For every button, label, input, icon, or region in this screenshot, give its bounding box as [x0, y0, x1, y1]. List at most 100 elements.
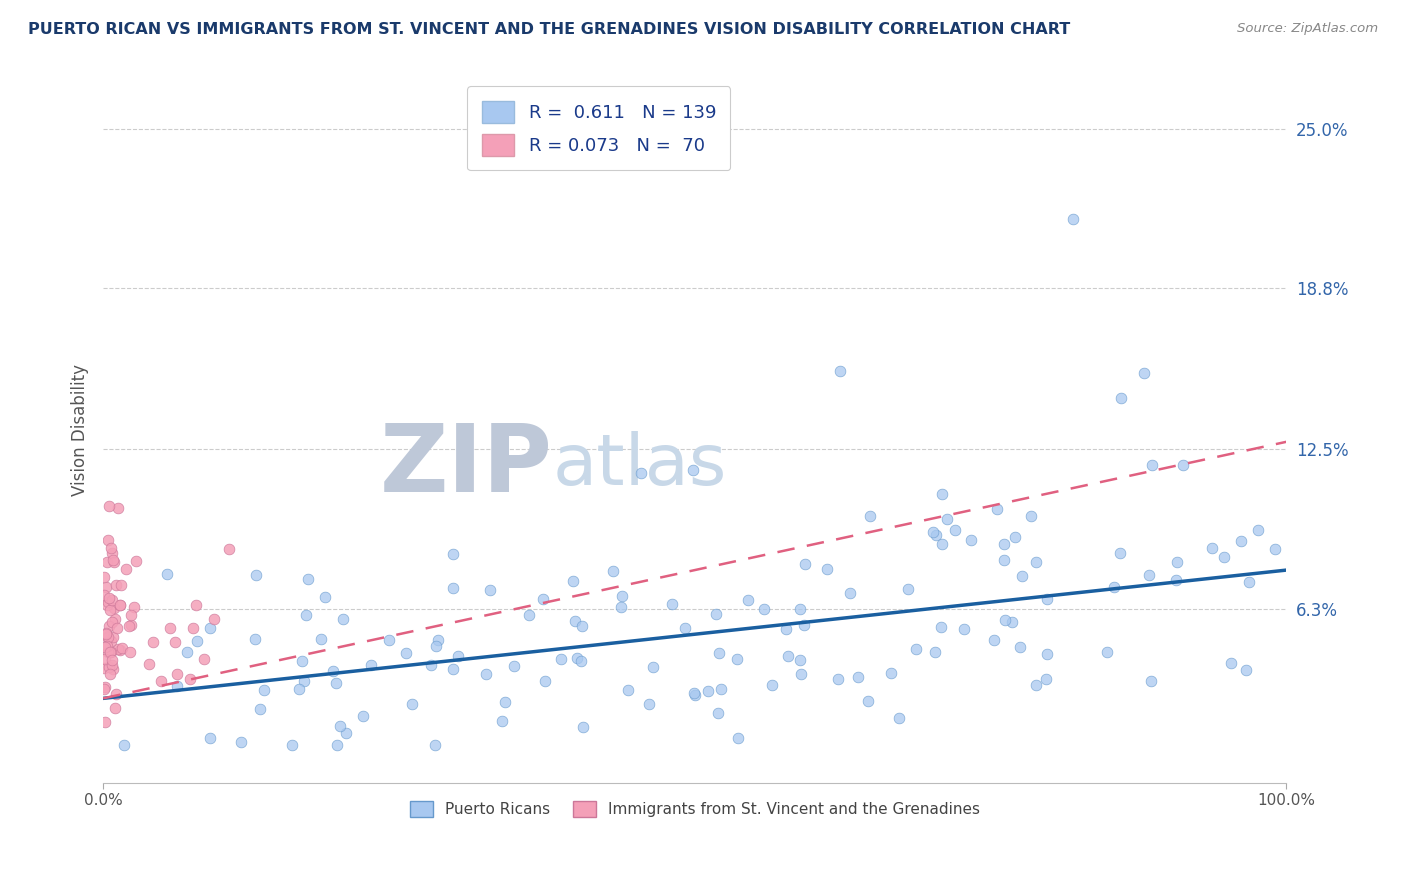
Point: [682, 463, 704, 477]
Point: [1140, 673, 1163, 688]
Point: [120, 617, 142, 632]
Point: [93, 588, 115, 602]
Point: [534, 674, 557, 689]
Point: [856, 694, 879, 708]
Point: [1201, 541, 1223, 556]
Point: [1025, 555, 1047, 569]
Point: [101, 552, 124, 566]
Point: [491, 714, 513, 728]
Point: [322, 665, 344, 679]
Point: [959, 533, 981, 548]
Point: [94, 681, 117, 695]
Point: [727, 731, 749, 745]
Point: [707, 706, 730, 720]
Point: [815, 561, 838, 575]
Point: [1036, 647, 1059, 661]
Point: [186, 598, 208, 612]
Point: [314, 590, 336, 604]
Point: [100, 615, 122, 629]
Point: [103, 601, 125, 615]
Point: [569, 655, 592, 669]
Point: [921, 524, 943, 539]
Point: [924, 645, 946, 659]
Point: [108, 598, 131, 612]
Point: [245, 568, 267, 582]
Point: [243, 632, 266, 647]
Point: [1230, 533, 1253, 548]
Point: [531, 592, 554, 607]
Point: [297, 572, 319, 586]
Point: [752, 601, 775, 615]
Point: [1095, 645, 1118, 659]
Point: [100, 541, 122, 555]
Point: [94, 627, 117, 641]
Point: [993, 537, 1015, 551]
Point: [494, 695, 516, 709]
Point: [1247, 523, 1270, 537]
Point: [775, 622, 797, 636]
Point: [1036, 591, 1059, 606]
Point: [97, 660, 120, 674]
Point: [1166, 555, 1188, 569]
Point: [229, 735, 252, 749]
Point: [904, 641, 927, 656]
Point: [360, 657, 382, 672]
Point: [156, 567, 179, 582]
Point: [661, 597, 683, 611]
Point: [929, 620, 952, 634]
Point: [704, 607, 727, 621]
Point: [859, 508, 882, 523]
Point: [378, 632, 401, 647]
Point: [96, 581, 118, 595]
Point: [176, 645, 198, 659]
Point: [288, 682, 311, 697]
Point: [100, 633, 122, 648]
Point: [103, 662, 125, 676]
Point: [292, 674, 315, 689]
Point: [97, 595, 120, 609]
Text: atlas: atlas: [553, 431, 727, 500]
Point: [630, 467, 652, 481]
Point: [150, 674, 173, 689]
Point: [124, 599, 146, 614]
Point: [120, 645, 142, 659]
Point: [253, 682, 276, 697]
Point: [953, 622, 976, 636]
Point: [93, 570, 115, 584]
Point: [186, 634, 208, 648]
Point: [637, 697, 659, 711]
Point: [441, 547, 464, 561]
Point: [610, 599, 633, 614]
Point: [401, 697, 423, 711]
Point: [935, 512, 957, 526]
Point: [1062, 211, 1084, 226]
Point: [986, 502, 1008, 516]
Point: [478, 583, 501, 598]
Point: [1212, 549, 1234, 564]
Point: [96, 555, 118, 569]
Point: [115, 562, 138, 576]
Point: [325, 676, 347, 690]
Point: [517, 608, 540, 623]
Point: [790, 667, 813, 681]
Point: [925, 528, 948, 542]
Point: [101, 630, 124, 644]
Point: [179, 672, 201, 686]
Point: [142, 635, 165, 649]
Point: [474, 666, 496, 681]
Point: [617, 683, 640, 698]
Point: [198, 731, 221, 746]
Point: [610, 589, 633, 603]
Point: [993, 553, 1015, 567]
Point: [931, 536, 953, 550]
Point: [994, 614, 1017, 628]
Point: [602, 564, 624, 578]
Point: [1011, 568, 1033, 582]
Point: [202, 612, 225, 626]
Point: [101, 658, 124, 673]
Point: [101, 653, 124, 667]
Point: [683, 686, 706, 700]
Point: [107, 501, 129, 516]
Point: [710, 682, 733, 697]
Point: [1219, 657, 1241, 671]
